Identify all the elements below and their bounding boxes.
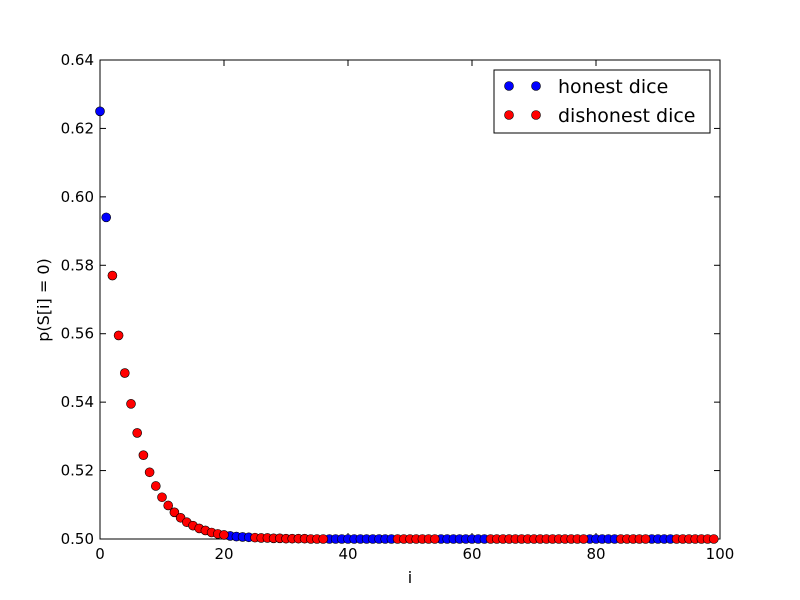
- x-tick-label: 20: [214, 545, 233, 563]
- legend-marker-honest: [504, 81, 514, 91]
- dishonest-dice-point: [157, 492, 167, 503]
- dishonest-dice-point: [132, 428, 142, 438]
- x-axis-ticks: 0 20 40 60 80 100: [95, 60, 734, 563]
- y-tick-label: 0.56: [61, 325, 94, 343]
- dishonest-dice-point: [318, 534, 329, 544]
- dishonest-dice-point: [708, 534, 719, 544]
- honest-dice-point: [95, 106, 105, 117]
- y-axis-label: p(S[i] = 0): [34, 258, 53, 341]
- data-points: [95, 106, 719, 544]
- x-tick-label: 60: [462, 545, 481, 563]
- y-tick-label: 0.60: [61, 188, 94, 206]
- y-tick-label: 0.50: [61, 530, 94, 548]
- dishonest-dice-point: [144, 467, 155, 478]
- legend-label-dishonest: dishonest dice: [558, 105, 696, 127]
- dishonest-dice-point: [126, 399, 136, 409]
- y-tick-label: 0.52: [61, 462, 94, 480]
- dishonest-dice-point: [113, 330, 124, 341]
- y-axis-ticks: 0.50 0.52 0.54 0.56 0.58 0.60 0.62 0.64: [61, 51, 720, 548]
- legend-marker-honest: [531, 81, 541, 91]
- x-tick-label: 100: [706, 545, 735, 563]
- dishonest-dice-point: [219, 530, 229, 540]
- y-tick-label: 0.62: [61, 119, 94, 137]
- dishonest-dice-point: [120, 368, 130, 378]
- legend-marker-dishonest: [531, 110, 541, 120]
- dishonest-dice-point: [169, 507, 180, 518]
- dishonest-dice-point: [163, 500, 173, 511]
- x-tick-label: 0: [95, 545, 105, 563]
- legend-box: [493, 69, 711, 134]
- dishonest-dice-point: [138, 450, 149, 460]
- dishonest-dice-point: [151, 481, 161, 491]
- dishonest-dice-point: [429, 534, 440, 544]
- x-tick-label: 40: [338, 545, 357, 563]
- legend: honest dice dishonest dice: [493, 69, 711, 134]
- dishonest-dice-point: [640, 534, 651, 544]
- honest-dice-point: [101, 212, 111, 223]
- x-axis-label: i: [408, 568, 412, 587]
- dishonest-dice-point: [107, 270, 118, 281]
- legend-marker-dishonest: [504, 110, 514, 120]
- y-tick-label: 0.58: [61, 256, 94, 274]
- x-tick-label: 80: [586, 545, 605, 563]
- legend-label-honest: honest dice: [558, 76, 668, 98]
- y-tick-label: 0.64: [61, 51, 94, 69]
- dishonest-dice-point: [578, 534, 589, 544]
- y-tick-label: 0.54: [61, 393, 94, 411]
